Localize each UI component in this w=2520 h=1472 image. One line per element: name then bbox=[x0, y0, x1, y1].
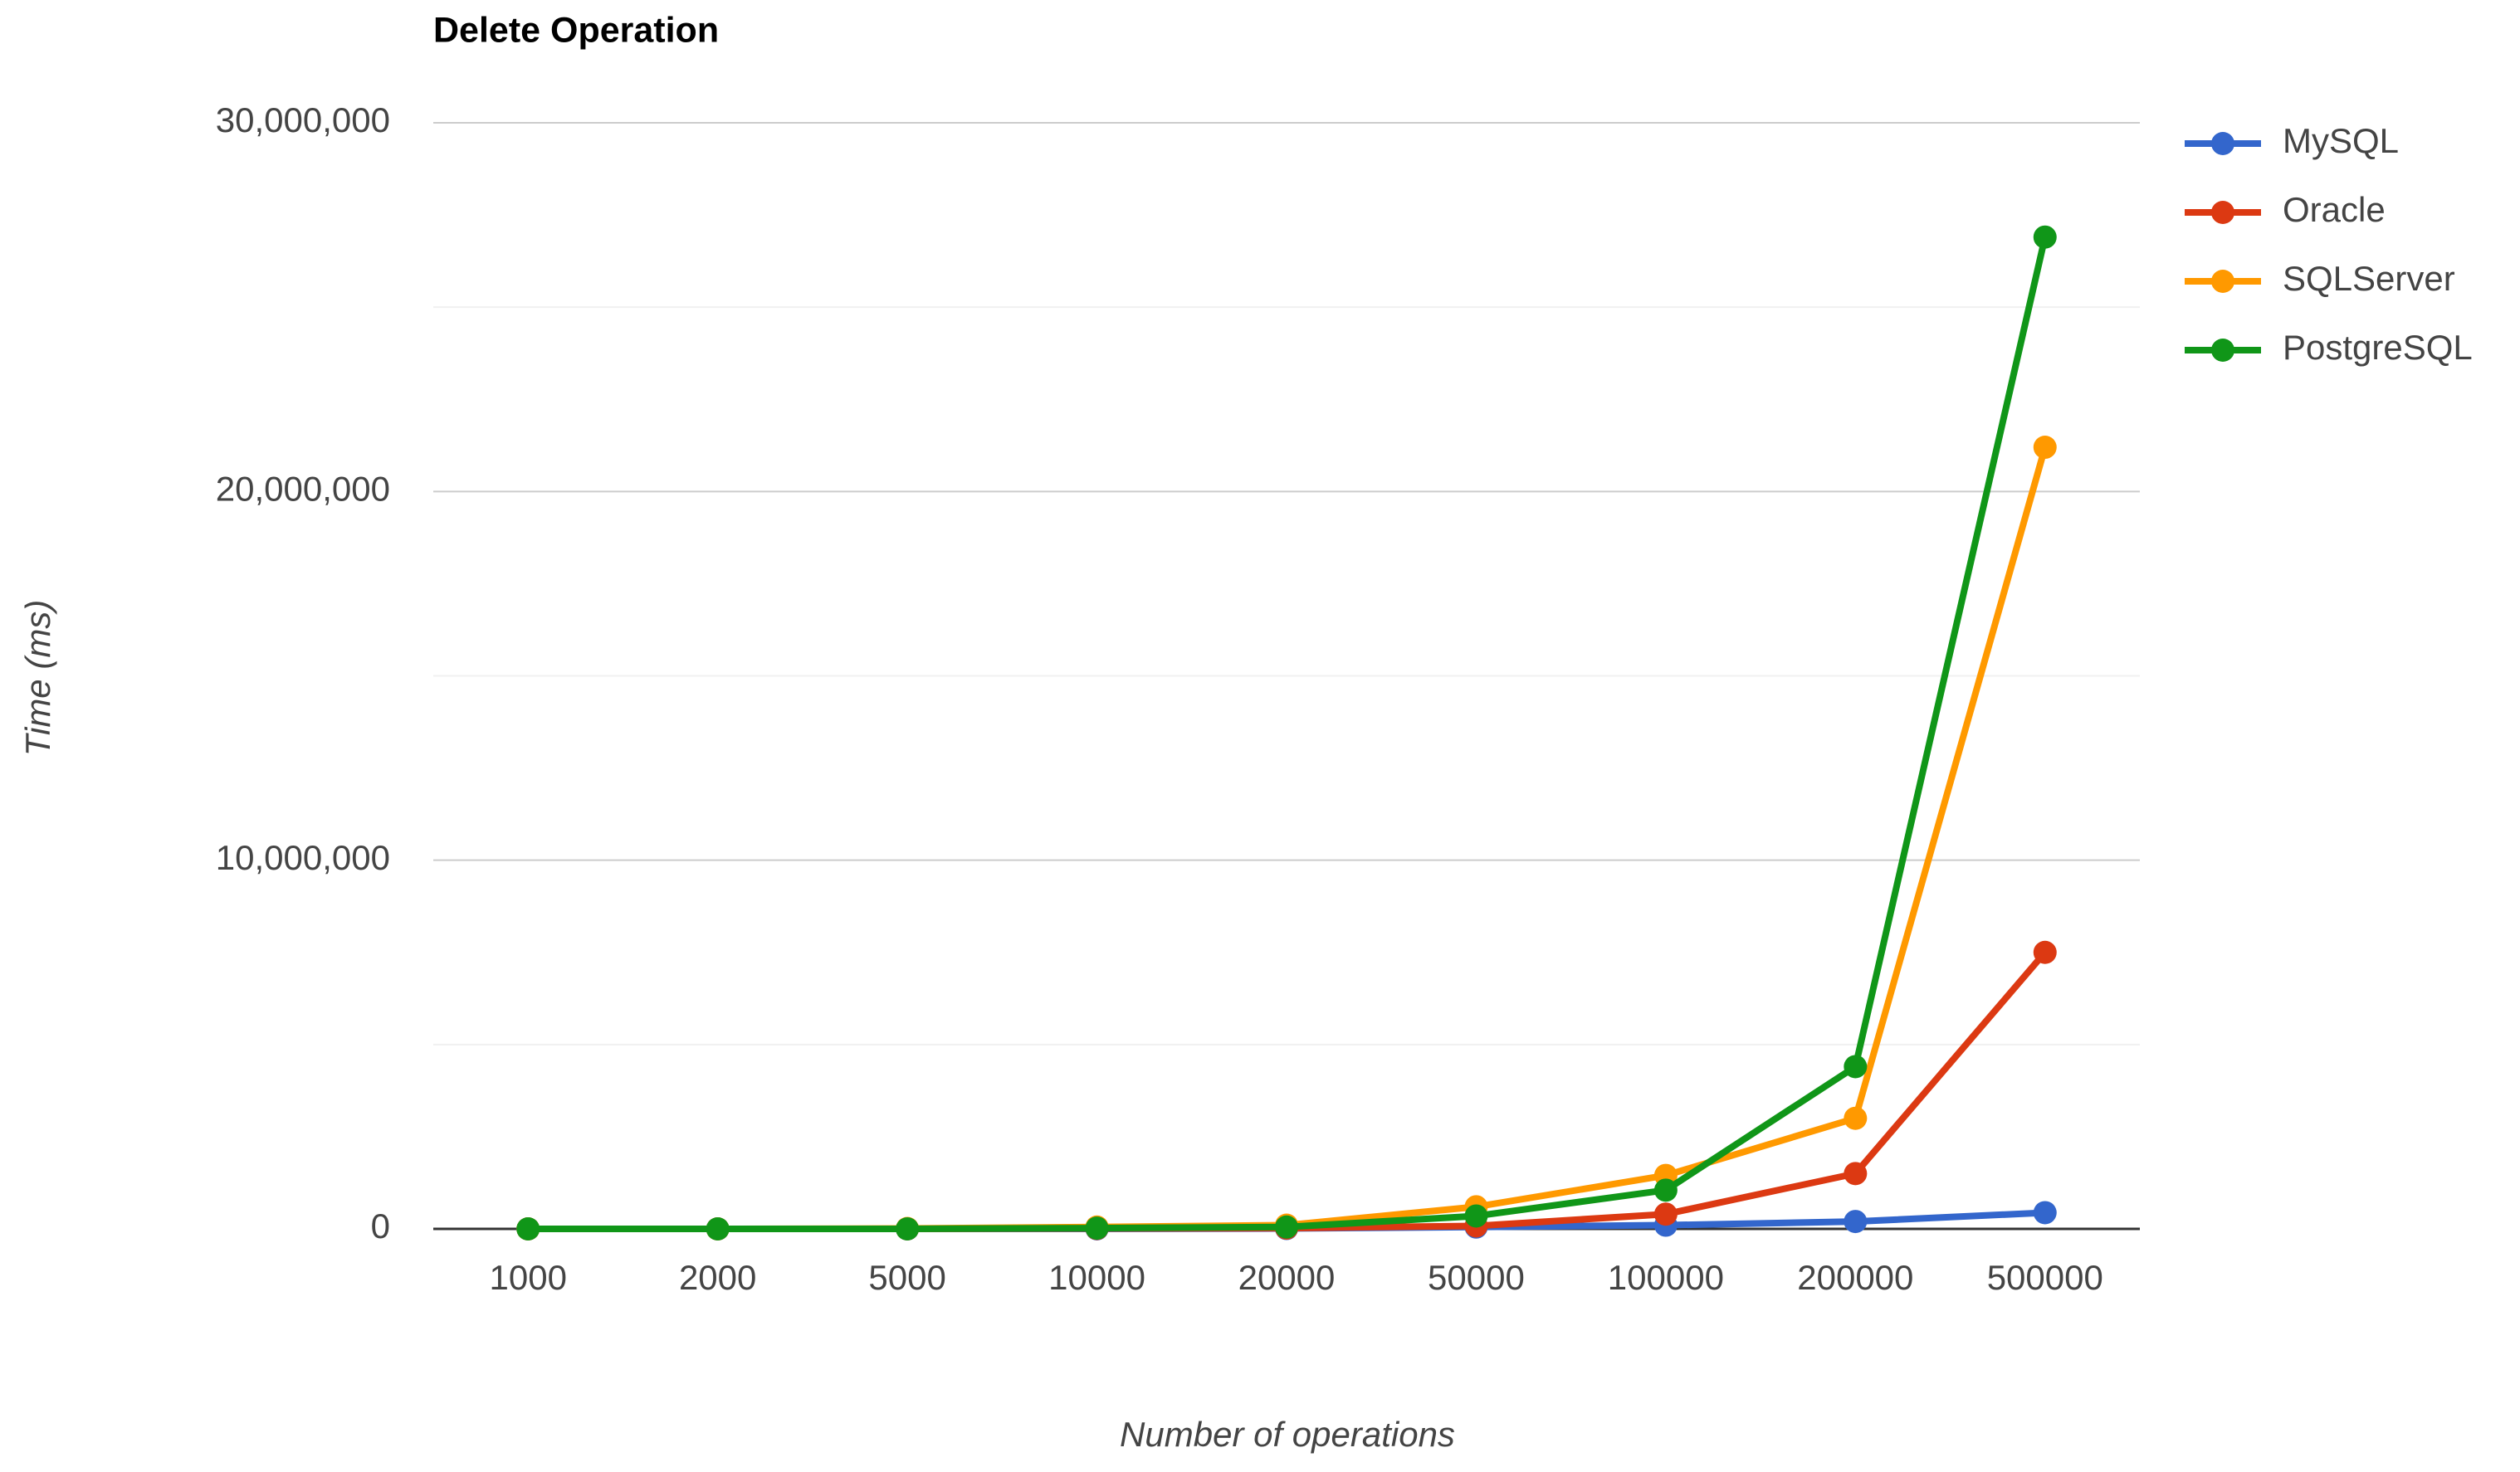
legend-marker bbox=[2211, 201, 2234, 224]
data-point bbox=[516, 1217, 540, 1240]
y-axis-label: Time (ms) bbox=[18, 600, 57, 757]
data-point bbox=[1275, 1215, 1298, 1239]
x-tick-label: 1000 bbox=[490, 1258, 567, 1297]
chart-title: Delete Operation bbox=[433, 10, 719, 50]
x-tick-label: 2000 bbox=[679, 1258, 756, 1297]
data-point bbox=[2033, 940, 2057, 964]
data-point bbox=[2033, 225, 2057, 249]
legend-label: SQLServer bbox=[2283, 259, 2455, 298]
legend-marker bbox=[2211, 132, 2234, 155]
data-point bbox=[1653, 1178, 1678, 1202]
data-point bbox=[896, 1217, 920, 1240]
x-tick-label: 200000 bbox=[1797, 1258, 1913, 1297]
data-point bbox=[1844, 1162, 1868, 1186]
data-point bbox=[1653, 1202, 1678, 1226]
legend-label: PostgreSQL bbox=[2283, 328, 2473, 367]
x-tick-label: 50000 bbox=[1428, 1258, 1525, 1297]
data-point bbox=[2033, 1201, 2057, 1225]
x-tick-label: 100000 bbox=[1608, 1258, 1724, 1297]
data-point bbox=[1844, 1055, 1868, 1079]
y-tick-label: 20,000,000 bbox=[216, 469, 390, 508]
x-tick-label: 10000 bbox=[1048, 1258, 1145, 1297]
data-point bbox=[1464, 1204, 1488, 1228]
series-line bbox=[528, 236, 2049, 1232]
data-point bbox=[706, 1217, 730, 1240]
x-tick-label: 5000 bbox=[868, 1258, 945, 1297]
data-point bbox=[1844, 1106, 1868, 1130]
series-line bbox=[528, 446, 2049, 1232]
x-axis-label: Number of operations bbox=[1120, 1415, 1455, 1454]
legend-marker bbox=[2211, 339, 2234, 362]
y-tick-label: 10,000,000 bbox=[216, 838, 390, 877]
legend-label: Oracle bbox=[2283, 190, 2386, 229]
x-tick-label: 500000 bbox=[1987, 1258, 2103, 1297]
y-tick-label: 30,000,000 bbox=[216, 100, 390, 139]
legend-marker bbox=[2211, 270, 2234, 293]
y-tick-label: 0 bbox=[371, 1206, 390, 1245]
data-point bbox=[1085, 1216, 1109, 1240]
data-point bbox=[1844, 1210, 1868, 1234]
legend-label: MySQL bbox=[2283, 121, 2399, 160]
data-point bbox=[2033, 436, 2057, 460]
x-tick-label: 20000 bbox=[1238, 1258, 1336, 1297]
